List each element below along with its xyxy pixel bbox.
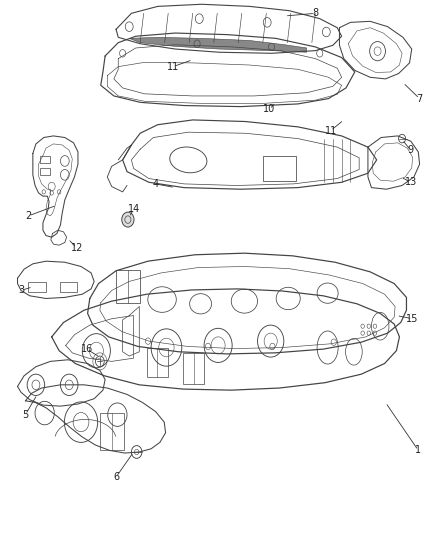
Text: 13: 13 [405, 177, 417, 187]
Text: 6: 6 [113, 472, 119, 482]
Bar [40, 156, 50, 163]
Text: 4: 4 [152, 179, 159, 189]
Circle shape [122, 212, 134, 227]
Bar [183, 353, 204, 384]
Text: 16: 16 [81, 344, 93, 354]
Bar [40, 168, 50, 175]
Text: 1: 1 [415, 446, 421, 455]
Text: 11: 11 [167, 62, 179, 71]
Text: 7: 7 [417, 94, 423, 103]
Text: 5: 5 [22, 410, 28, 419]
Bar [263, 156, 296, 181]
Bar [100, 413, 124, 450]
Bar [60, 282, 77, 292]
Text: 11: 11 [325, 126, 337, 135]
Text: 12: 12 [71, 243, 83, 253]
Text: 9: 9 [408, 146, 414, 155]
Text: 2: 2 [25, 211, 32, 221]
Bar [147, 348, 168, 377]
Text: 10: 10 [263, 104, 276, 114]
Text: 8: 8 [312, 9, 318, 18]
Text: 15: 15 [406, 314, 419, 324]
Text: 3: 3 [18, 286, 24, 295]
Polygon shape [129, 37, 307, 52]
Text: 14: 14 [127, 204, 140, 214]
Bar [116, 270, 140, 303]
Bar [28, 282, 46, 292]
